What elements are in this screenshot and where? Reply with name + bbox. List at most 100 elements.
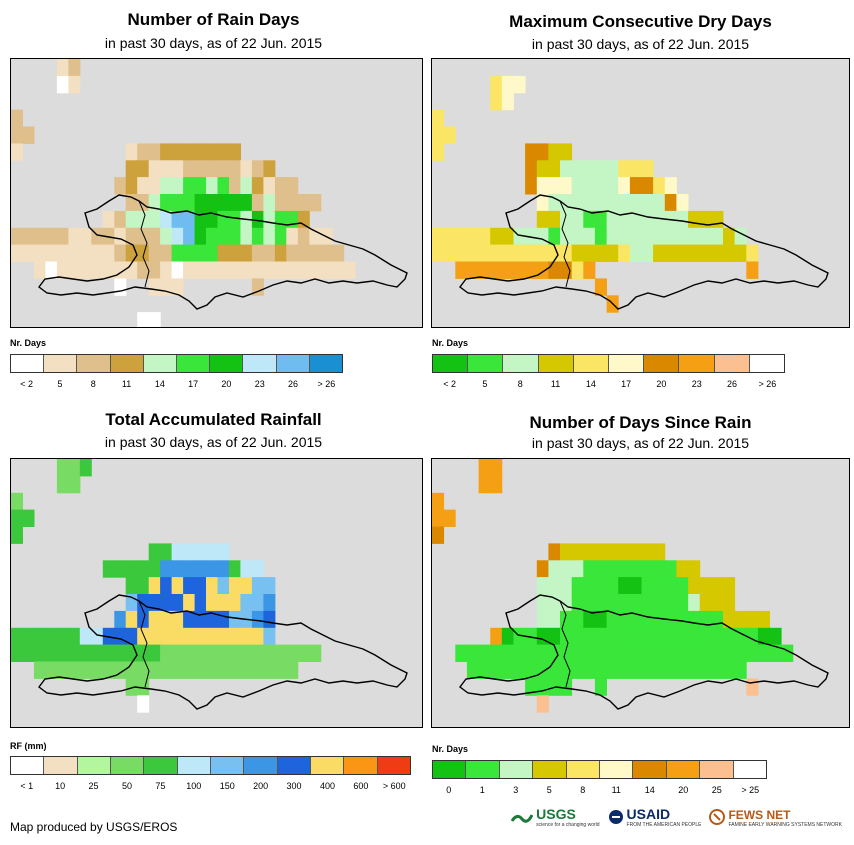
- grid-cell: [629, 644, 642, 662]
- map-days-since-rain[interactable]: [431, 458, 850, 728]
- grid-cell: [263, 610, 276, 629]
- grid-cell: [194, 644, 207, 662]
- grid-cell: [251, 261, 264, 279]
- grid-cell: [560, 661, 573, 679]
- grid-cell: [641, 644, 654, 662]
- usaid-logo[interactable]: USAID FROM THE AMERICAN PEOPLE: [608, 806, 701, 828]
- grid-cell: [443, 227, 456, 246]
- grid-cell: [723, 227, 736, 246]
- grid-cell: [251, 177, 264, 195]
- grid-cell: [194, 594, 207, 612]
- map-max-dry-days[interactable]: [431, 58, 850, 328]
- grid-cell: [206, 244, 218, 262]
- grid-cell: [757, 610, 770, 629]
- fewsnet-tagline: FAMINE EARLY WARNING SYSTEMS NETWORK: [728, 822, 842, 828]
- grid-cell: [183, 143, 196, 161]
- legend-label: 11: [550, 379, 561, 389]
- grid-cell: [217, 160, 230, 178]
- grid-cell: [137, 577, 150, 595]
- grid-cell: [274, 177, 287, 195]
- legend-swatch: [344, 757, 378, 774]
- grid-cell: [240, 560, 253, 578]
- legend-label: 14: [585, 379, 596, 389]
- grid-cell: [606, 244, 619, 262]
- grid-cell: [309, 194, 322, 212]
- grid-cell: [594, 627, 607, 646]
- grid-cell: [125, 560, 138, 578]
- grid-cell: [571, 194, 584, 212]
- grid-cell: [309, 261, 322, 279]
- grid-cell: [11, 492, 23, 511]
- grid-cell: [548, 143, 561, 161]
- grid-cell: [594, 177, 607, 195]
- legend-bar: [432, 760, 767, 779]
- grid-cell: [286, 177, 299, 195]
- grid-cell: [263, 594, 276, 612]
- grid-cell: [160, 261, 173, 279]
- usaid-name: USAID: [626, 806, 671, 822]
- grid-cell: [137, 227, 150, 246]
- legend-label: 8: [517, 379, 523, 389]
- grid-cell: [194, 261, 207, 279]
- grid-cell: [548, 627, 561, 646]
- grid-cell: [183, 543, 196, 561]
- usgs-logo[interactable]: USGS science for a changing world: [511, 806, 600, 828]
- grid-cell: [286, 227, 299, 246]
- grid-cell: [560, 177, 573, 195]
- grid-cell: [653, 244, 666, 262]
- grid-cell: [594, 661, 607, 679]
- grid-cell: [734, 244, 747, 262]
- legend-swatch: [633, 761, 667, 778]
- grid-cell: [160, 160, 173, 178]
- grid-cell: [455, 644, 468, 662]
- grid-cell: [618, 661, 631, 679]
- grid-cell: [676, 210, 689, 229]
- map-rain-days[interactable]: [10, 58, 423, 328]
- grid-cell: [653, 661, 666, 679]
- grid-cell: [536, 577, 549, 595]
- grid-cell: [536, 143, 549, 161]
- grid-cell: [206, 227, 218, 246]
- fewsnet-logo[interactable]: FEWS NET FAMINE EARLY WARNING SYSTEMS NE…: [709, 806, 842, 828]
- grid-cell: [240, 227, 253, 246]
- grid-cell: [297, 261, 310, 279]
- grid-cell: [606, 610, 619, 629]
- grid-cell: [183, 210, 196, 229]
- legend-swatch: [177, 355, 211, 372]
- grid-cell: [594, 577, 607, 595]
- grid-cell: [560, 577, 573, 595]
- grid-cell: [653, 194, 666, 212]
- grid-cell: [251, 577, 264, 595]
- grid-cell: [560, 610, 573, 629]
- grid-cell: [618, 227, 631, 246]
- grid-cell: [183, 194, 196, 212]
- legend-title: Nr. Days: [10, 338, 47, 348]
- grid-cell: [699, 661, 712, 679]
- grid-cell: [68, 475, 81, 494]
- grid-cell: [688, 661, 701, 679]
- grid-cell: [274, 261, 287, 279]
- grid-cell: [711, 577, 724, 595]
- grid-cell: [206, 194, 218, 212]
- grid-cell: [206, 610, 218, 629]
- legend-swatch: [433, 355, 469, 372]
- grid-cell: [79, 644, 92, 662]
- legend-swatch: [600, 761, 634, 778]
- map-total-rainfall[interactable]: [10, 458, 423, 728]
- grid-cell: [641, 627, 654, 646]
- legend-swatch: [377, 757, 410, 774]
- legend-labels: < 2 5 8 11 14 17 20 23 26 > 26: [432, 379, 785, 391]
- legend-label: 20: [656, 379, 667, 389]
- grid-cell: [432, 126, 445, 144]
- grid-cell: [501, 75, 514, 94]
- grid-cell: [22, 644, 35, 662]
- grid-cell: [286, 261, 299, 279]
- grid-cell: [102, 210, 115, 229]
- legend-swatch: [210, 757, 245, 774]
- legend-label: 1: [479, 785, 485, 795]
- grid-cell: [466, 261, 479, 279]
- grid-cell: [525, 177, 538, 195]
- grid-cell: [171, 661, 184, 679]
- grid-cell: [114, 627, 127, 646]
- grid-cell: [629, 661, 642, 679]
